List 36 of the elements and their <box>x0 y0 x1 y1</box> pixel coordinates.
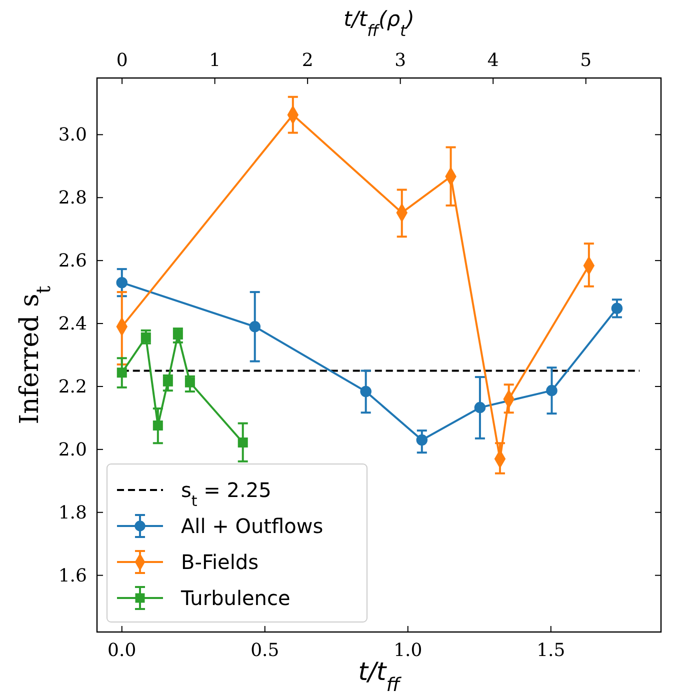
point <box>416 434 428 446</box>
x2-tick-label: 1 <box>209 50 221 71</box>
point <box>249 321 261 332</box>
legend-label: All + Outflows <box>181 514 324 538</box>
x2-tick-label: 4 <box>487 50 499 71</box>
x-tick-label: 1.5 <box>536 640 566 661</box>
point <box>238 438 248 448</box>
point <box>474 402 486 414</box>
point <box>152 420 163 431</box>
point <box>172 330 183 340</box>
y-tick-label: 2.2 <box>58 376 87 398</box>
point <box>360 386 372 398</box>
point <box>184 377 195 388</box>
legend-label: B-Fields <box>181 550 259 574</box>
x2-tick-label: 0 <box>116 50 128 71</box>
y-tick-label: 2.8 <box>58 188 87 209</box>
x-tick-label: 0.5 <box>250 640 280 661</box>
y-tick-label: 1.6 <box>58 565 87 586</box>
x2-tick-label: 5 <box>580 50 592 71</box>
point <box>140 332 151 342</box>
point <box>611 302 623 314</box>
point <box>546 384 558 396</box>
y-tick-label: 1.8 <box>58 502 87 524</box>
x2-axis-title: t/t$_{ff}$(ρ$_{t}$) <box>344 7 414 40</box>
x2-tick-label: 3 <box>394 50 406 71</box>
x2-tick-label: 2 <box>302 50 314 71</box>
y-tick-label: 3.0 <box>58 124 87 146</box>
x-tick-label: 0.0 <box>108 640 136 661</box>
point <box>162 376 173 386</box>
legend-label: s$_{t}$ = 2.25 <box>181 478 272 510</box>
point <box>116 276 128 288</box>
point <box>116 368 127 378</box>
y-tick-label: 2.6 <box>58 250 87 272</box>
legend-label: Turbulence <box>180 586 290 610</box>
y-tick-label: 2.0 <box>58 439 87 460</box>
y-tick-label: 2.4 <box>58 314 87 335</box>
